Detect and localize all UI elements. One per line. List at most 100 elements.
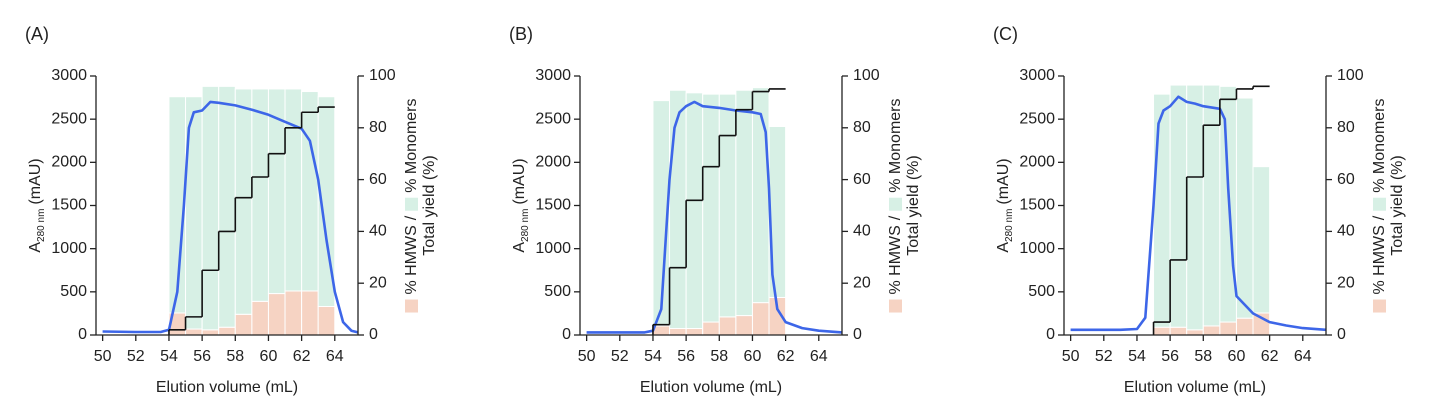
y-label-main: A — [27, 242, 44, 253]
y-tick-label: 2000 — [51, 154, 87, 171]
panel-label: (B) — [509, 24, 533, 44]
legend-swatch — [889, 299, 902, 313]
x-tick-label: 58 — [1194, 348, 1212, 365]
y-label-subscript: 280 nm — [1004, 209, 1015, 242]
x-tick-label: 52 — [1095, 348, 1113, 365]
x-tick-label: 58 — [710, 348, 728, 365]
y2-tick-label: 80 — [369, 119, 387, 136]
y-tick-label: 3000 — [535, 67, 571, 84]
bar — [751, 302, 770, 336]
y-tick-label: 500 — [60, 283, 87, 300]
bar — [234, 88, 253, 315]
bar — [735, 315, 753, 336]
x-tick-label: 54 — [1128, 348, 1146, 365]
y-tick-label: 0 — [1046, 326, 1055, 343]
bar — [1235, 317, 1254, 336]
x-tick-label: 52 — [611, 348, 629, 365]
y-tick-label: 1000 — [535, 240, 571, 257]
legend-swatch — [405, 299, 418, 313]
bar — [218, 85, 236, 328]
y-tick-label: 1000 — [51, 240, 87, 257]
y2-axis-label: Total yield (%) — [1389, 155, 1406, 255]
x-tick-label: 60 — [260, 348, 278, 365]
bar — [1235, 97, 1254, 319]
bar — [669, 328, 687, 336]
y2-tick-label: 80 — [1337, 119, 1355, 136]
x-tick-label: 54 — [160, 348, 178, 365]
panel-label: (A) — [25, 24, 49, 44]
y-tick-label: 1500 — [535, 197, 571, 214]
y-axis-label: A280 nm (mAU) — [27, 158, 46, 252]
bar — [317, 96, 336, 308]
y-tick-label: 2000 — [1019, 154, 1055, 171]
y-label-main: A — [511, 242, 528, 253]
y2-tick-label: 0 — [369, 326, 378, 343]
legend-label: % HMWS — [887, 225, 904, 294]
x-tick-label: 60 — [1228, 348, 1246, 365]
y2-tick-label: 100 — [369, 67, 396, 84]
bar — [751, 87, 770, 304]
y2-tick-label: 0 — [1337, 326, 1346, 343]
y2-tick-label: 0 — [853, 326, 862, 343]
y2-tick-label: 60 — [853, 171, 871, 188]
x-tick-label: 50 — [578, 348, 596, 365]
bar — [201, 85, 220, 331]
bar — [317, 306, 336, 336]
y-label-unit: (mAU) — [511, 158, 528, 204]
bar — [718, 93, 737, 318]
bar — [1202, 325, 1221, 336]
y-tick-label: 0 — [78, 326, 87, 343]
legend-label: % HMWS — [1371, 225, 1388, 294]
bar — [1169, 84, 1188, 328]
bar — [702, 93, 720, 323]
bar — [1219, 321, 1237, 336]
bar — [1153, 326, 1171, 336]
bar — [669, 89, 687, 330]
y-tick-label: 3000 — [1019, 67, 1055, 84]
y-tick-label: 1000 — [1019, 240, 1055, 257]
bar — [718, 316, 737, 336]
y-tick-label: 2500 — [51, 110, 87, 127]
panel: (A)50 52 54 56 58 60 62 64050010001500200025003… — [25, 24, 438, 396]
bar — [1202, 84, 1221, 327]
panel-label: (C) — [993, 24, 1018, 44]
bar — [1252, 166, 1271, 314]
bar — [284, 290, 303, 336]
x-tick-label: 64 — [326, 348, 344, 365]
bar — [1186, 84, 1204, 331]
bar — [702, 321, 720, 336]
y-tick-label: 500 — [544, 283, 571, 300]
bar — [1252, 312, 1271, 336]
y2-axis-label: Total yield (%) — [905, 155, 922, 255]
bar — [201, 329, 220, 336]
bar — [267, 293, 286, 336]
y-label-subscript: 280 nm — [520, 209, 531, 242]
legend-swatch — [1373, 197, 1386, 211]
y-tick-label: 2000 — [535, 154, 571, 171]
bar — [218, 326, 236, 336]
y2-label: % HMWS / % Monomers — [887, 98, 904, 313]
y-label-unit: (mAU) — [27, 158, 44, 204]
legend-swatch — [1373, 299, 1386, 313]
legend-separator: / — [887, 215, 904, 220]
y-label-subscript: 280 nm — [36, 209, 47, 242]
y2-tick-label: 100 — [1337, 67, 1364, 84]
x-tick-label: 56 — [193, 348, 211, 365]
bar — [234, 313, 253, 336]
y-tick-label: 2500 — [1019, 110, 1055, 127]
x-tick-label: 56 — [677, 348, 695, 365]
legend-label: % Monomers — [1371, 98, 1388, 192]
y-axis-label: A280 nm (mAU) — [511, 158, 530, 252]
x-tick-label: 58 — [226, 348, 244, 365]
y2-tick-label: 40 — [369, 223, 387, 240]
x-tick-label: 64 — [1294, 348, 1312, 365]
y2-tick-label: 20 — [1337, 274, 1355, 291]
legend-swatch — [889, 197, 902, 211]
x-axis-label: Elution volume (mL) — [1124, 379, 1266, 396]
bar — [251, 88, 269, 302]
chromatogram-trace — [1070, 95, 1327, 332]
bar — [251, 300, 269, 336]
panel: (C)50 52 54 56 58 60 62 64050010001500200025003… — [993, 24, 1406, 396]
x-tick-label: 50 — [1062, 348, 1080, 365]
legend-separator: / — [403, 215, 420, 220]
